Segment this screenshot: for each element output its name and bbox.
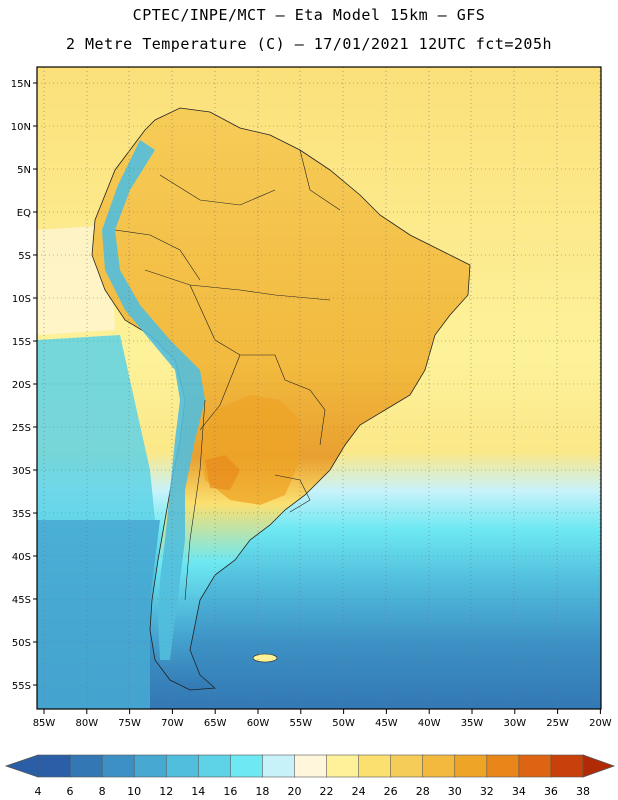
colorbar-swatch: [550, 754, 584, 778]
lat-tick-label: 45S: [12, 595, 31, 606]
lat-tick-label: 25S: [12, 423, 31, 434]
lat-tick-label: 20S: [12, 380, 31, 391]
colorbar-swatch: [486, 754, 520, 778]
map-title-line-2: 2 Metre Temperature (C) – 17/01/2021 12U…: [65, 35, 553, 53]
colorbar-swatch: [326, 754, 360, 778]
lat-tick-label: 15S: [12, 337, 31, 348]
country-borders: [114, 149, 341, 601]
lon-tick-label: 85W: [33, 718, 56, 729]
colorbar-low-arrow: [4, 754, 39, 778]
colorbar-swatch: [518, 754, 552, 778]
southern-pacific: [37, 520, 160, 709]
colorbar-label: 22: [320, 785, 334, 798]
lat-tick-label: 5S: [18, 251, 31, 262]
lon-tick-label: 70W: [161, 718, 184, 729]
lon-tick-label: 75W: [118, 718, 141, 729]
colorbar-swatch: [454, 754, 488, 778]
lat-tick-label: 35S: [12, 509, 31, 520]
colorbar-label: 38: [576, 785, 590, 798]
lat-tick-label: 10S: [12, 294, 31, 305]
lon-tick-label: 35W: [461, 718, 484, 729]
colorbar-swatch: [101, 754, 135, 778]
andes-cold-strip: [102, 140, 205, 660]
colorbar-label: 10: [127, 785, 141, 798]
colorbar-swatch: [422, 754, 456, 778]
colorbar-swatch: [69, 754, 103, 778]
lon-tick-label: 60W: [247, 718, 270, 729]
map-title-line-1: CPTEC/INPE/MCT – Eta Model 15km – GFS: [132, 6, 486, 24]
hot-core: [205, 455, 240, 490]
lat-tick-label: 30S: [12, 466, 31, 477]
lon-tick-label: 50W: [332, 718, 355, 729]
lon-tick-label: 55W: [289, 718, 312, 729]
colorbar-label: 32: [480, 785, 494, 798]
lat-tick-label: EQ: [17, 208, 31, 219]
colorbar-swatch: [133, 754, 168, 778]
lon-tick-label: 40W: [418, 718, 441, 729]
pacific-cold-water: [37, 335, 155, 520]
colorbar-high-arrow: [582, 754, 616, 778]
lon-tick-label: 65W: [204, 718, 227, 729]
lon-tick-label: 45W: [375, 718, 398, 729]
longitude-ticks: 85W 80W 75W 70W 65W 60W 55W 50W 45W 40W 35W 30W 25W 2…: [33, 709, 612, 729]
lat-tick-label: 55S: [12, 681, 31, 692]
colorbar-label: 26: [384, 785, 398, 798]
colorbar-label: 34: [512, 785, 526, 798]
map-frame: [36, 66, 602, 710]
lat-tick-label: 50S: [12, 638, 31, 649]
lat-tick-label: 15N: [11, 79, 31, 90]
colorbar-swatch: [262, 754, 296, 778]
latitude-ticks: 15N 10N 5N EQ 5S 10S 15S 20S 25S 30S 35S 40S 45S 50S 5…: [11, 79, 37, 692]
lon-tick-label: 80W: [75, 718, 98, 729]
colorbar-swatch: [230, 754, 264, 778]
lon-tick-label: 25W: [546, 718, 569, 729]
colorbar-swatch: [390, 754, 424, 778]
colorbar-label: 4: [35, 785, 42, 798]
colorbar-label: 28: [416, 785, 430, 798]
lat-tick-label: 10N: [11, 122, 31, 133]
colorbar-swatch: [165, 754, 200, 778]
colorbar-label: 36: [544, 785, 558, 798]
colorbar-swatch: [358, 754, 392, 778]
colorbar-label: 12: [159, 785, 173, 798]
colorbar-label: 16: [223, 785, 237, 798]
colorbar-label: 6: [67, 785, 74, 798]
colorbar-label: 24: [352, 785, 366, 798]
lat-tick-label: 40S: [12, 552, 31, 563]
colorbar-label: 30: [448, 785, 462, 798]
lon-tick-label: 30W: [503, 718, 526, 729]
colorbar-swatch: [197, 754, 232, 778]
colorbar-label: 20: [287, 785, 301, 798]
falkland-islands: [252, 653, 278, 663]
lat-tick-label: 5N: [17, 165, 31, 176]
colorbar: 4 6 8 10 12 14 16 18 20 22 24 26 28 30 32 34 36 38: [4, 754, 616, 798]
colorbar-label: 18: [255, 785, 269, 798]
lon-tick-label: 20W: [589, 718, 612, 729]
colorbar-label: 14: [191, 785, 205, 798]
colorbar-swatch: [294, 754, 328, 778]
colorbar-swatch: [37, 754, 71, 778]
colorbar-label: 8: [99, 785, 106, 798]
